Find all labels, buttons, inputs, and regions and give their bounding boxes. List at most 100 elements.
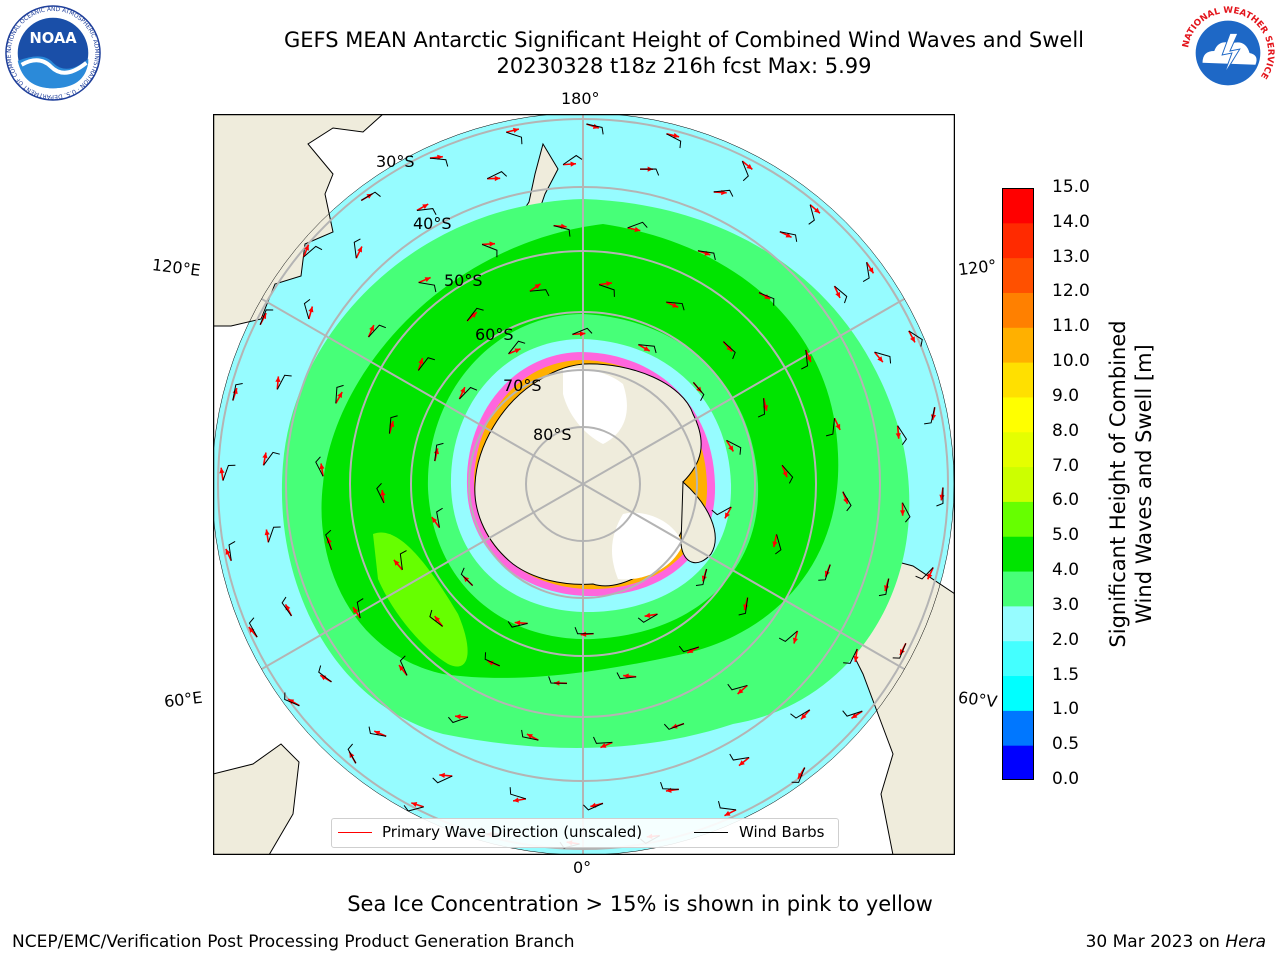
- wave-arrow-head: [910, 336, 915, 343]
- wave-max-patch: [373, 532, 468, 667]
- wave-arrow-head: [895, 433, 901, 439]
- wind-barb: [429, 609, 443, 627]
- wind-barbs-swatch: [694, 832, 728, 833]
- colorbar-title-line1: Significant Height of Combined: [1106, 320, 1130, 648]
- wind-barb: [481, 243, 498, 258]
- wind-barb: [529, 289, 550, 297]
- wind-barb: [325, 529, 332, 551]
- wind-barb: [388, 415, 398, 434]
- wave-arrow-head: [304, 244, 309, 251]
- wind-barb: [616, 672, 637, 680]
- wind-barb: [758, 292, 775, 306]
- colorbar-segment: [1002, 292, 1034, 328]
- colorbar-segment: [1002, 188, 1034, 224]
- wind-barb: [368, 726, 387, 737]
- wave-arrow-head: [431, 517, 438, 524]
- colorbar: [1002, 188, 1034, 780]
- wave-arrow-head: [262, 452, 268, 459]
- wind-barb: [315, 456, 324, 477]
- wind-barb: [586, 123, 604, 135]
- wind-barb: [276, 374, 292, 390]
- wind-barb: [403, 805, 424, 812]
- lon-label-180: 180°: [561, 89, 600, 108]
- wind-barb: [818, 564, 831, 581]
- wind-barb: [303, 298, 311, 320]
- wave-arrow-head: [782, 471, 788, 478]
- colorbar-tick-label: 12.0: [1052, 281, 1090, 302]
- lon-label-60w: 60°V: [956, 687, 999, 712]
- wave-arrow-head: [319, 463, 325, 470]
- colorbar-segment: [1002, 675, 1034, 711]
- wind-barb: [637, 613, 658, 623]
- colorbar-tick-label: 10.0: [1052, 351, 1090, 372]
- wave-arrow-head: [728, 445, 734, 452]
- noaa-logo-icon: NOAA NATIONAL OCEANIC AND ATMOSPHERIC AD…: [4, 4, 101, 101]
- wind-barb: [892, 643, 907, 659]
- wave-arrow-head: [225, 548, 231, 555]
- colorbar-tick-label: 15.0: [1052, 177, 1090, 197]
- colorbar-segment: [1002, 327, 1034, 363]
- wave-arrow-head: [494, 175, 501, 182]
- wave-arrow-head: [643, 346, 650, 351]
- wind-barb: [775, 534, 782, 555]
- wind-barb: [429, 157, 449, 167]
- wind-barb: [353, 238, 361, 259]
- wind-barb: [466, 307, 484, 322]
- wave-arrow-head: [534, 283, 541, 290]
- wind-barb: [593, 736, 613, 744]
- wave-arrow-head: [800, 713, 807, 720]
- wind-barb: [448, 716, 469, 724]
- wave-arrow-head: [248, 627, 255, 633]
- wind-barb: [432, 775, 453, 784]
- wind-barb: [347, 743, 357, 764]
- colorbar-segment: [1002, 431, 1034, 468]
- wave-arrow-head: [672, 302, 679, 308]
- footer-branch: NCEP/EMC/Verification Post Processing Pr…: [12, 932, 575, 952]
- nws-logo-icon: NATIONAL WEATHER SERVICE: [1180, 6, 1275, 101]
- colorbar-tick-label: 0.5: [1052, 734, 1080, 755]
- wind-barb: [936, 487, 944, 507]
- wind-barb: [878, 578, 890, 597]
- wave-arrow-head: [724, 512, 730, 519]
- wind-barb: [678, 645, 700, 653]
- wave-arrow-head: [439, 772, 445, 779]
- wave-arrow-head: [411, 802, 418, 807]
- wind-barb: [507, 621, 528, 628]
- wind-barb: [713, 189, 734, 197]
- wind-barb: [376, 483, 385, 504]
- wave-arrow-head: [337, 392, 343, 399]
- colorbar-tick-label: 5.0: [1052, 525, 1080, 546]
- wind-barb: [726, 439, 742, 455]
- wind-barb: [281, 596, 292, 617]
- wind-barb: [660, 781, 679, 790]
- wave-arrow-head: [514, 348, 521, 354]
- wave-arrow-head: [737, 688, 744, 695]
- wave-arrow-head: [275, 376, 281, 383]
- wave-arrow-head: [764, 294, 771, 300]
- wind-barb: [553, 225, 571, 237]
- wave-arrow-head: [792, 637, 798, 644]
- wave-arrow-head: [219, 467, 225, 474]
- wave-arrow-head: [644, 612, 651, 618]
- wind-barb: [228, 541, 236, 561]
- wind-barb: [638, 344, 657, 354]
- wind-barb: [356, 598, 364, 619]
- lat-label-40s: 40°S: [413, 214, 452, 233]
- wind-barb: [692, 382, 705, 401]
- wave-arrow-head: [380, 489, 386, 496]
- wave-arrow-head: [726, 345, 732, 352]
- wind-barb: [263, 451, 280, 466]
- colorbar-segment: [1002, 571, 1034, 607]
- lat-label-30s: 30°S: [376, 152, 415, 171]
- colorbar-segment: [1002, 257, 1034, 293]
- wave-arrow-head: [927, 573, 933, 580]
- wave-arrow-head: [814, 207, 820, 214]
- wave-arrow-head: [600, 742, 607, 748]
- lat-label-70s: 70°S: [503, 376, 542, 395]
- wind-barb: [711, 506, 732, 516]
- wind-barb: [666, 133, 682, 149]
- footer-date: 30 Mar 2023 on Hera: [1086, 932, 1266, 952]
- wind-barb: [248, 617, 258, 638]
- colorbar-segment: [1002, 710, 1034, 746]
- wind-barb: [460, 567, 473, 586]
